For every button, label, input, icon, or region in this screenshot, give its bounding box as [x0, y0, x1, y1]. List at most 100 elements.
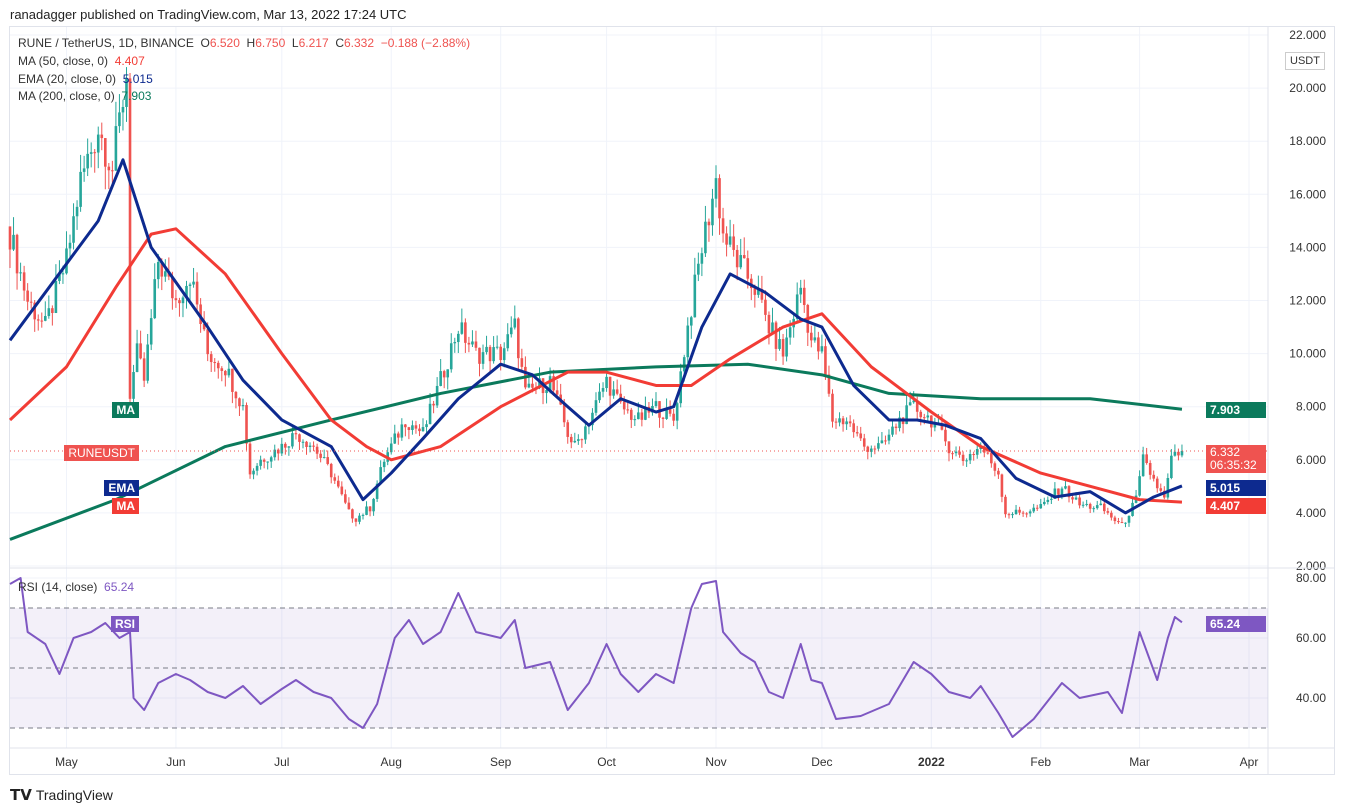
candle-body — [1110, 512, 1113, 518]
candle-body — [33, 302, 37, 320]
symbol-tag: RUNEUSDT — [64, 445, 139, 461]
candle-body — [799, 287, 803, 295]
candle-body — [492, 347, 495, 362]
candle-body — [319, 453, 322, 458]
low-value: 6.217 — [298, 36, 329, 50]
candle-body — [517, 318, 520, 359]
candle-body — [827, 374, 831, 394]
rsi-y-tick-label: 60.00 — [1296, 631, 1326, 645]
candle-body — [1046, 499, 1050, 502]
candle-body — [520, 358, 524, 367]
candle-body — [284, 443, 287, 448]
candle-body — [908, 402, 912, 406]
candle-body — [231, 368, 234, 392]
candle-body — [368, 506, 372, 512]
candle-body — [1014, 509, 1018, 515]
ma200-value: 7.903 — [121, 89, 152, 103]
rsi-y-tick-label: 80.00 — [1296, 571, 1326, 585]
candle-body — [379, 467, 382, 484]
candle-body — [1028, 511, 1032, 514]
candle-body — [135, 343, 139, 373]
candle-body — [252, 470, 255, 475]
ema-price-tag: 5.015 — [1206, 480, 1266, 496]
candle-body — [764, 299, 767, 315]
candle-body — [224, 370, 227, 376]
chart-frame[interactable] — [9, 26, 1335, 775]
candle-body — [446, 369, 450, 378]
candle-body — [195, 281, 199, 305]
candle-body — [1127, 515, 1131, 523]
candle-body — [111, 170, 114, 172]
candle-body — [527, 383, 531, 388]
candle-body — [859, 433, 863, 439]
candle-body — [47, 308, 51, 317]
candle-body — [810, 332, 813, 341]
candle-body — [428, 403, 432, 425]
candle-body — [1088, 503, 1092, 509]
candle-body — [220, 368, 224, 371]
candle-body — [58, 274, 61, 281]
rsi-band — [10, 608, 1268, 728]
candle-body — [1173, 451, 1177, 456]
x-tick-label: May — [55, 755, 78, 769]
ma50-line — [8, 227, 1183, 504]
tradingview-logo[interactable]: 𝗧𝗩 TradingView — [10, 786, 113, 804]
candle-body — [411, 425, 414, 430]
y-tick-label: 22.000 — [1289, 28, 1326, 42]
change-value: −0.188 (−2.88%) — [380, 36, 471, 50]
rsi-value: 65.24 — [104, 580, 135, 594]
candle-body — [1145, 454, 1148, 464]
ema20-value: 5.015 — [122, 72, 153, 86]
candle-body — [478, 347, 481, 364]
candle-body — [171, 276, 174, 299]
ma50-label: MA (50, close, 0) — [18, 54, 109, 68]
rsi-tag-label: RSI — [110, 616, 139, 632]
candle-body — [1018, 509, 1021, 513]
candle-body — [40, 320, 44, 322]
candle-body — [1180, 450, 1184, 456]
candle-body — [266, 461, 269, 463]
candle-body — [1095, 505, 1099, 509]
x-tick-label: Feb — [1030, 755, 1051, 769]
candle-body — [824, 346, 827, 375]
currency-tag[interactable]: USDT — [1285, 52, 1325, 70]
candle-body — [1106, 511, 1110, 513]
candle-body — [718, 178, 721, 219]
candle-body — [940, 423, 944, 430]
tv-logo-icon: 𝗧𝗩 — [10, 787, 32, 804]
candle-body — [22, 272, 26, 291]
rsi-line — [9, 577, 1183, 738]
y-tick-label: 4.000 — [1296, 506, 1326, 520]
candle-body — [474, 341, 478, 348]
candle-body — [432, 403, 435, 406]
candle-body — [449, 343, 453, 370]
open-value: 6.520 — [209, 36, 240, 50]
candle-body — [640, 412, 644, 420]
candle-body — [358, 515, 361, 522]
candle-body — [778, 339, 781, 349]
candle-body — [735, 249, 739, 268]
candle-body — [637, 412, 640, 420]
candle-body — [65, 248, 68, 274]
x-tick-label: Mar — [1129, 755, 1150, 769]
candle-body — [594, 400, 598, 413]
candle-body — [322, 457, 326, 459]
rsi-y-tick-label: 40.00 — [1296, 691, 1326, 705]
candle-body — [997, 470, 1000, 475]
candle-body — [485, 346, 488, 353]
candle-body — [425, 424, 428, 428]
candle-body — [181, 297, 185, 304]
candle-body — [1117, 521, 1120, 523]
candle-body — [149, 318, 153, 345]
symbol-legend: RUNE / TetherUS, 1D, BINANCE O6.520 H6.7… — [18, 36, 470, 50]
candle-body — [615, 389, 619, 394]
candle-body — [79, 171, 82, 207]
candle-body — [375, 483, 379, 499]
ma50-value: 4.407 — [114, 54, 145, 68]
candle-body — [481, 352, 485, 364]
candle-body — [361, 514, 365, 516]
candle-body — [142, 358, 146, 381]
candle-body — [1138, 476, 1141, 496]
candle-body — [238, 398, 241, 407]
